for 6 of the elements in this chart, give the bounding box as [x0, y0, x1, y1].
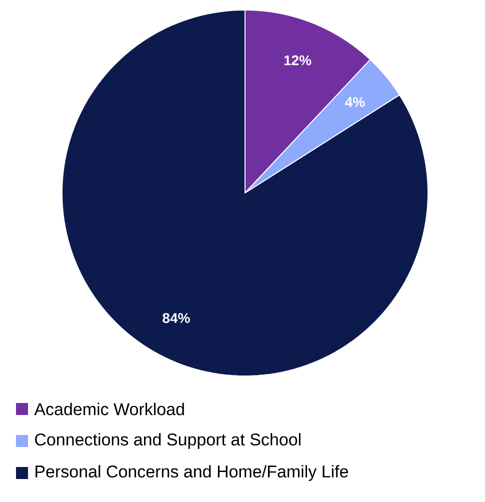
legend-label: Connections and Support at School — [35, 433, 300, 449]
data-label: 4% — [345, 97, 365, 107]
legend-label: Academic Workload — [34, 402, 184, 416]
data-label: 12% — [284, 55, 312, 66]
data-label: 84% — [162, 313, 190, 324]
legend-label: Personal Concerns and Home/Family Life — [36, 465, 348, 481]
